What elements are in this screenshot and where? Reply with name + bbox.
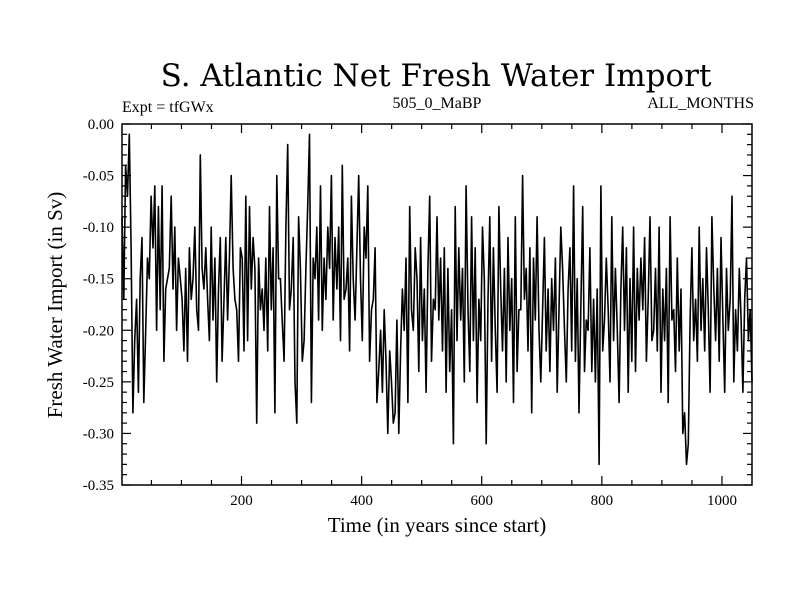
subtitle-months: ALL_MONTHS [647, 95, 754, 112]
x-tick-label: 400 [350, 493, 373, 509]
y-axis: 0.00 -0.05 -0.10 -0.15 -0.20 -0.25 -0.30 -0.35 [83, 117, 752, 494]
series-line-fresh-water-import [121, 133, 753, 466]
x-tick-label: 200 [230, 493, 253, 509]
plot-frame [121, 123, 753, 486]
y-tick-label: -0.20 [83, 323, 114, 339]
x-tick-label: 600 [470, 493, 493, 509]
y-tick-label: -0.10 [83, 220, 114, 236]
x-tick-label: 1000 [707, 493, 737, 509]
chart-title: S. Atlantic Net Fresh Water Import [161, 58, 712, 94]
y-tick-label: -0.25 [83, 375, 114, 391]
x-axis: 200 400 600 800 1000 [150, 124, 737, 509]
y-tick-label: -0.05 [83, 169, 114, 185]
y-tick-label: -0.35 [83, 478, 114, 494]
x-tick-label: 800 [591, 493, 614, 509]
x-axis-title: Time (in years since start) [328, 513, 547, 537]
subtitle-experiment: Expt = tfGWx [122, 99, 214, 116]
y-tick-label: 0.00 [88, 117, 114, 133]
y-axis-title: Fresh Water Import (in Sv) [43, 192, 67, 419]
y-tick-label: -0.15 [83, 272, 114, 288]
subtitle-run: 505_0_MaBP [393, 95, 482, 112]
y-tick-label: -0.30 [83, 426, 114, 442]
